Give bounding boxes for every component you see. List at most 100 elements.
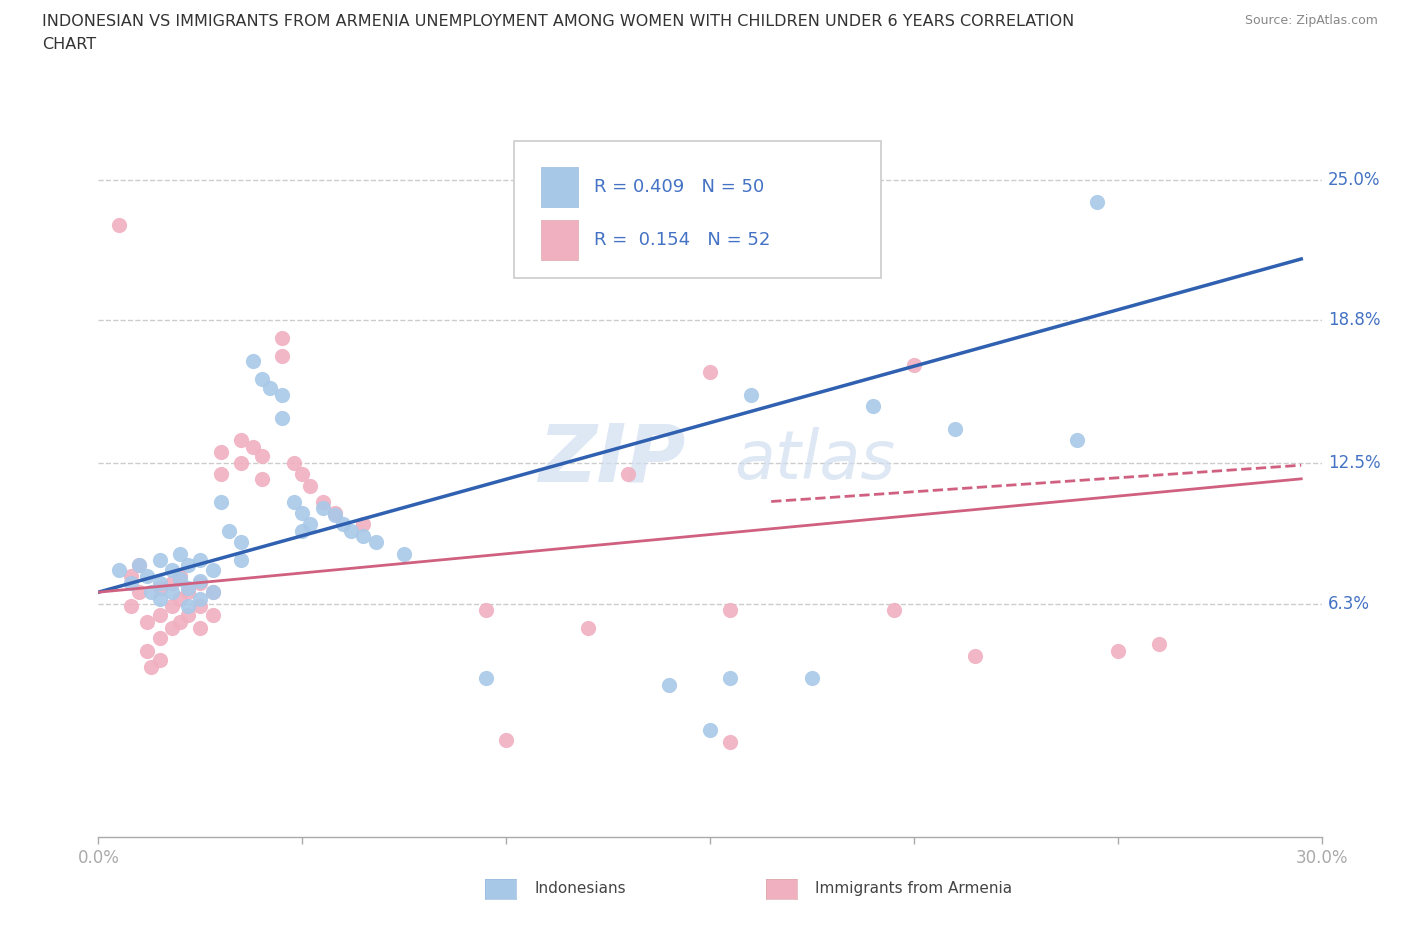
Point (340, 524, 363, 538)
Point (177, 607, 200, 622)
Point (136, 644, 159, 658)
Point (201, 562, 224, 577)
Point (291, 505, 314, 520)
Text: 6.3%: 6.3% (1327, 594, 1369, 613)
Point (128, 557, 150, 572)
Text: Indonesians: Indonesians (534, 881, 626, 896)
Point (231, 432, 253, 447)
Point (209, 445, 232, 459)
Point (188, 553, 212, 568)
Point (177, 580, 200, 595)
Point (323, 505, 346, 520)
Text: INDONESIAN VS IMMIGRANTS FROM ARMENIA UNEMPLOYMENT AMONG WOMEN WITH CHILDREN UND: INDONESIAN VS IMMIGRANTS FROM ARMENIA UN… (42, 14, 1074, 29)
FancyBboxPatch shape (515, 140, 882, 278)
Point (250, 449, 273, 464)
Text: 12.5%: 12.5% (1327, 454, 1381, 472)
Point (965, 648, 987, 663)
Point (718, 735, 742, 750)
Point (169, 571, 191, 586)
Point (250, 372, 273, 387)
Point (209, 494, 232, 509)
FancyBboxPatch shape (541, 167, 578, 207)
Point (231, 535, 253, 550)
Point (188, 576, 212, 591)
Point (474, 603, 498, 618)
Point (903, 358, 925, 373)
Text: R =  0.154   N = 52: R = 0.154 N = 52 (593, 232, 770, 249)
Point (801, 671, 824, 685)
Point (291, 467, 314, 482)
Point (658, 678, 681, 693)
Point (141, 659, 163, 674)
Point (149, 591, 172, 606)
Point (141, 585, 163, 600)
Point (201, 585, 224, 600)
Point (149, 607, 172, 622)
Point (259, 380, 281, 395)
Point (188, 591, 212, 606)
Point (160, 576, 183, 591)
Point (128, 557, 150, 572)
Point (120, 569, 142, 584)
Point (128, 585, 150, 600)
Point (740, 388, 762, 403)
Point (495, 732, 517, 747)
Point (270, 410, 294, 425)
Point (169, 614, 191, 629)
Text: Immigrants from Armenia: Immigrants from Armenia (815, 881, 1012, 896)
Point (160, 598, 183, 613)
Point (883, 603, 905, 618)
Point (242, 353, 264, 368)
Point (291, 524, 314, 538)
Point (299, 478, 322, 493)
Point (188, 621, 212, 636)
Point (392, 546, 416, 561)
Point (270, 331, 294, 346)
Y-axis label: Unemployment Among Women with Children Under 6 years: Unemployment Among Women with Children U… (0, 246, 7, 703)
Point (270, 388, 294, 403)
Point (209, 467, 232, 482)
Point (299, 517, 322, 532)
Point (231, 553, 253, 568)
Point (169, 591, 191, 606)
Point (188, 574, 212, 589)
Point (283, 494, 305, 509)
Point (120, 576, 142, 591)
Point (699, 723, 721, 737)
Point (169, 546, 191, 561)
Point (136, 614, 159, 629)
Point (1066, 432, 1088, 447)
Text: R = 0.409   N = 50: R = 0.409 N = 50 (593, 179, 763, 196)
Text: ZIP: ZIP (538, 420, 686, 498)
Point (231, 456, 253, 471)
Point (149, 580, 172, 595)
Point (283, 456, 305, 471)
Point (576, 621, 599, 636)
Point (270, 349, 294, 364)
Point (332, 517, 354, 532)
Point (149, 631, 172, 645)
Point (718, 603, 742, 618)
Point (149, 576, 172, 591)
FancyBboxPatch shape (541, 220, 578, 260)
Point (323, 508, 346, 523)
Point (242, 440, 264, 455)
Text: 18.8%: 18.8% (1327, 312, 1381, 329)
Point (943, 421, 966, 436)
Point (120, 598, 142, 613)
Point (1107, 644, 1129, 658)
Point (177, 557, 200, 572)
Text: 25.0%: 25.0% (1327, 170, 1381, 189)
Point (201, 607, 224, 622)
Point (699, 365, 721, 379)
Text: CHART: CHART (42, 37, 96, 52)
Point (136, 569, 159, 584)
Point (160, 621, 183, 636)
Text: Source: ZipAtlas.com: Source: ZipAtlas.com (1244, 14, 1378, 27)
Point (617, 467, 640, 482)
Point (718, 671, 742, 685)
Point (312, 494, 335, 509)
Point (149, 653, 172, 668)
Point (160, 585, 183, 600)
Point (1147, 637, 1170, 652)
